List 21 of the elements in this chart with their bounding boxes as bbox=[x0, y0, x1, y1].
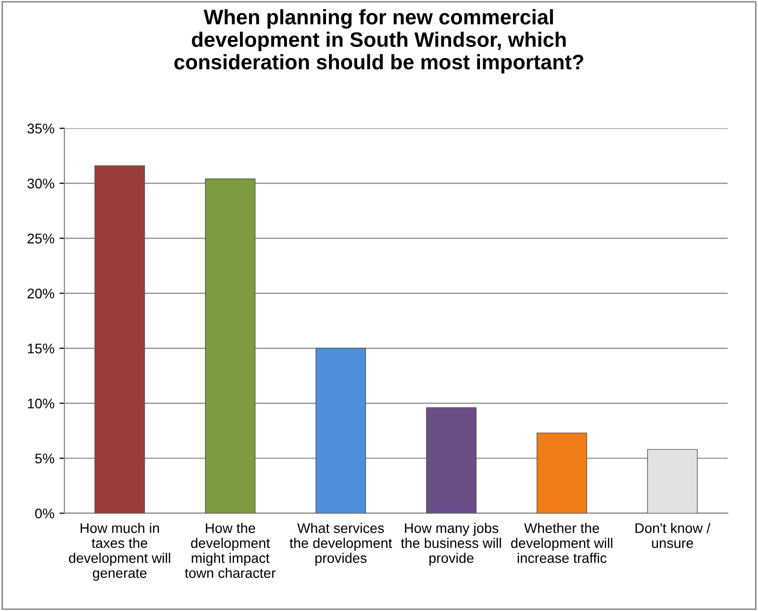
bar bbox=[94, 165, 145, 514]
bar bbox=[316, 348, 366, 514]
bar bbox=[426, 407, 477, 514]
x-tick-label: Don't know / unsure bbox=[636, 522, 710, 548]
chart-title: When planning for new commercial development in South Windsor, which consideration should be most important? bbox=[174, 9, 584, 74]
x-tick-label: How the development might impact town character bbox=[184, 522, 276, 578]
y-tick-label: 35% bbox=[27, 124, 54, 134]
y-tick-label: 5% bbox=[35, 454, 54, 464]
x-tick-label: Whether the development will increase traffic bbox=[511, 522, 612, 563]
y-tick-label: 10% bbox=[28, 398, 54, 408]
y-tick-label: 25% bbox=[28, 234, 54, 244]
x-tick-label: How many jobs the business will provide bbox=[400, 522, 501, 566]
y-tick-label: 20% bbox=[28, 288, 54, 298]
y-tick-label: 0% bbox=[35, 508, 54, 518]
bar bbox=[536, 432, 588, 514]
y-tick-label: 15% bbox=[28, 344, 54, 354]
y-tick-label: 30% bbox=[27, 178, 54, 188]
bar bbox=[205, 178, 256, 514]
bar bbox=[647, 449, 698, 514]
x-tick-label: How much in taxes the development will generate bbox=[68, 522, 170, 581]
x-tick-label: What services the development provides bbox=[290, 522, 392, 566]
